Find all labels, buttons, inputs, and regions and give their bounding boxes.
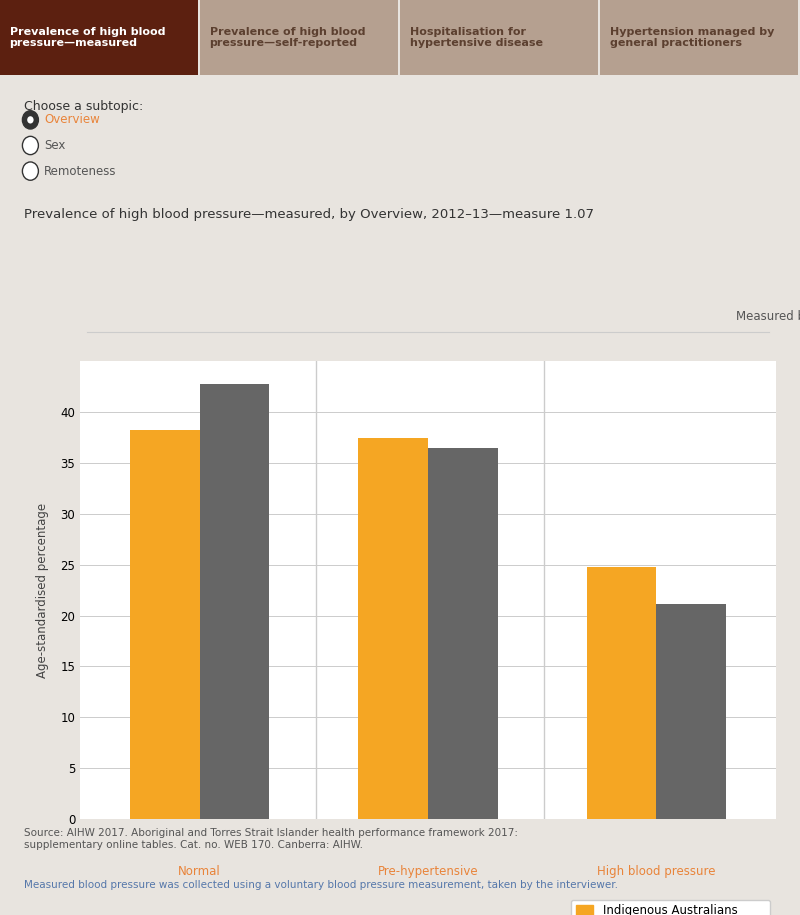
Bar [358, 437, 428, 819]
Text: Measured blood pressure: Measured blood pressure [736, 309, 800, 323]
Text: High blood pressure: High blood pressure [597, 865, 716, 877]
Text: Prevalence of high blood
pressure—measured: Prevalence of high blood pressure—measur… [10, 27, 165, 48]
Text: Pre-hypertensive: Pre-hypertensive [378, 865, 478, 877]
Text: Measured blood pressure was collected using a voluntary blood pressure measureme: Measured blood pressure was collected us… [24, 880, 618, 890]
Bar [130, 429, 200, 819]
Text: Overview: Overview [44, 113, 100, 126]
Text: Hypertension managed by
general practitioners: Hypertension managed by general practiti… [610, 27, 774, 48]
Text: Prevalence of high blood pressure—measured, by Overview, 2012–13—measure 1.07: Prevalence of high blood pressure—measur… [24, 208, 594, 221]
Text: Source: AIHW 2017. Aboriginal and Torres Strait Islander health performance fram: Source: AIHW 2017. Aboriginal and Torres… [24, 828, 518, 850]
Bar [656, 605, 726, 819]
Legend: Indigenous Australians, Non-Indigenous Australians: Indigenous Australians, Non-Indigenous A… [571, 899, 770, 915]
Bar [586, 566, 656, 819]
Text: Choose a subtopic:: Choose a subtopic: [24, 100, 143, 113]
Bar [200, 383, 270, 819]
Text: Normal: Normal [178, 865, 221, 877]
Y-axis label: Age-standardised percentage: Age-standardised percentage [36, 502, 49, 678]
Bar [428, 447, 498, 819]
Text: Hospitalisation for
hypertensive disease: Hospitalisation for hypertensive disease [410, 27, 542, 48]
Text: Prevalence of high blood
pressure—self-reported: Prevalence of high blood pressure—self-r… [210, 27, 365, 48]
Text: Remoteness: Remoteness [44, 165, 117, 178]
Text: Sex: Sex [44, 139, 66, 152]
